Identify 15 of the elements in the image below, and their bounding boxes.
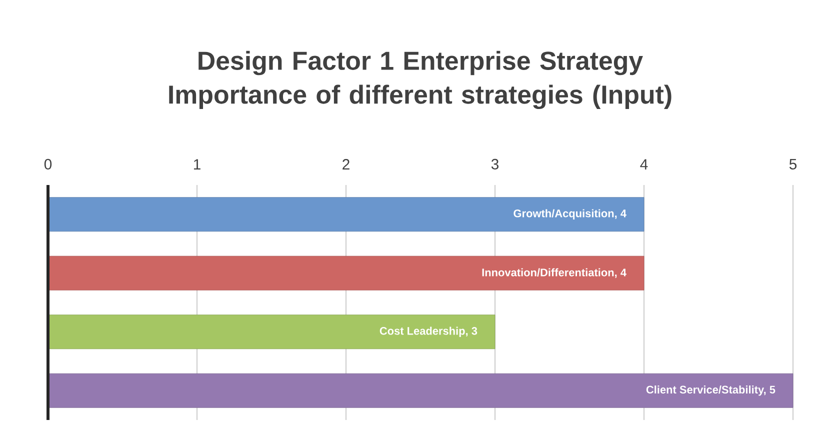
bar bbox=[48, 197, 644, 232]
x-tick-label: 2 bbox=[342, 159, 350, 170]
data-label: Client Service/Stability, 5 bbox=[646, 386, 776, 396]
x-tick-label: 3 bbox=[491, 158, 499, 170]
data-label: Cost Leadership, 3 bbox=[380, 326, 478, 337]
bar bbox=[48, 256, 644, 290]
x-tick-label: 0 bbox=[44, 158, 52, 170]
x-tick-label: 4 bbox=[640, 159, 648, 170]
chart-title: Design Factor 1 Enterprise Strategy Importance of different strategies (Input) bbox=[169, 50, 672, 110]
data-label: Innovation/Differentiation, 4 bbox=[482, 268, 626, 278]
bar bbox=[48, 373, 794, 408]
bar bbox=[48, 314, 496, 350]
data-label: Growth/Acquisition, 4 bbox=[514, 209, 626, 220]
x-tick-label: 5 bbox=[789, 159, 797, 170]
x-tick-label: 1 bbox=[194, 159, 200, 170]
